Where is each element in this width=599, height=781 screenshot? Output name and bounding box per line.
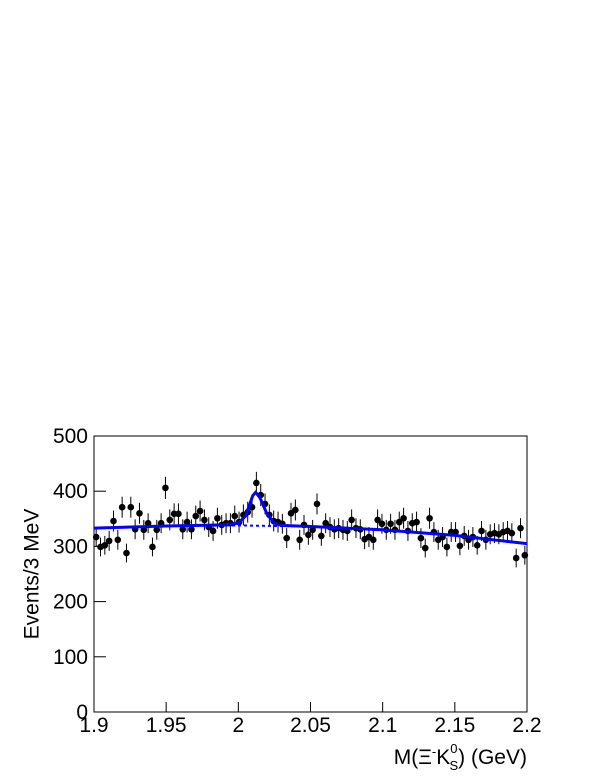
y-tick-label: 0: [76, 701, 88, 724]
x-tick-label: 2.2: [512, 714, 541, 737]
x-label-part: S: [449, 758, 458, 773]
data-point: [374, 516, 381, 524]
x-tick-label: 2.05: [290, 714, 331, 737]
background-fit: [93, 524, 528, 545]
x-label-part: ) (GeV): [458, 746, 527, 769]
data-point: [521, 551, 529, 559]
data-point: [456, 542, 464, 550]
data-point: [348, 516, 355, 524]
y-tick-label: 500: [53, 425, 88, 448]
x-label-part: K: [436, 746, 450, 769]
y-tick-label: 400: [53, 480, 88, 503]
data-point: [179, 525, 187, 533]
data-point: [313, 500, 321, 508]
data-point: [144, 519, 152, 527]
data-point: [322, 519, 329, 527]
data-point: [292, 506, 299, 514]
data-point: [452, 528, 459, 536]
data-point: [209, 527, 217, 535]
data-point: [101, 541, 109, 549]
y-tick-label: 300: [53, 535, 88, 558]
data-point: [508, 529, 516, 537]
y-axis-label: Events/3 MeV: [21, 509, 44, 640]
data-point: [517, 524, 524, 532]
data-point: [153, 526, 161, 534]
x-tick-label: 1.95: [146, 714, 187, 737]
x-tick-label: 2.15: [434, 714, 475, 737]
data-point: [201, 516, 208, 524]
data-point: [92, 533, 100, 541]
data-point: [127, 503, 135, 511]
data-point: [196, 507, 204, 515]
data-point: [231, 512, 239, 520]
data-point: [443, 543, 451, 551]
x-label-part: M(Ξ: [394, 746, 432, 769]
x-tick-label: 2.1: [368, 714, 397, 737]
data-point: [318, 532, 325, 540]
data-point: [183, 518, 191, 526]
x-tick-label: 1.9: [79, 714, 108, 737]
y-tick-label: 200: [53, 591, 88, 614]
data-point: [395, 518, 403, 526]
data-point: [283, 534, 290, 542]
data-point: [296, 536, 303, 544]
data-point: [114, 536, 122, 544]
data-point: [305, 531, 312, 539]
data-point: [175, 510, 182, 518]
data-point: [378, 520, 386, 528]
data-point: [369, 536, 377, 544]
data-point: [188, 525, 195, 533]
plot-frame: [93, 435, 528, 713]
data-point: [162, 484, 169, 492]
data-point: [473, 541, 481, 549]
data-point: [387, 520, 394, 528]
data-point: [253, 479, 260, 487]
data-point: [413, 518, 420, 526]
data-point: [192, 512, 200, 520]
data-point: [149, 543, 156, 551]
x-label-part: -: [432, 744, 436, 759]
data-point: [400, 514, 407, 522]
x-label-part: 0: [450, 741, 457, 756]
data-point: [417, 534, 425, 542]
x-tick-label: 2: [232, 714, 244, 737]
data-point: [105, 537, 113, 545]
data-point: [110, 517, 117, 525]
y-tick-label: 100: [53, 646, 88, 669]
data-point: [166, 516, 174, 524]
data-point: [214, 514, 221, 522]
data-point: [478, 527, 485, 535]
data-point: [136, 509, 143, 517]
data-point: [123, 549, 130, 557]
data-point: [512, 554, 520, 562]
data-point: [421, 544, 429, 552]
data-point: [426, 514, 433, 522]
data-point: [118, 503, 126, 511]
x-axis-label: M(Ξ-K0 S) (GeV): [394, 741, 527, 773]
